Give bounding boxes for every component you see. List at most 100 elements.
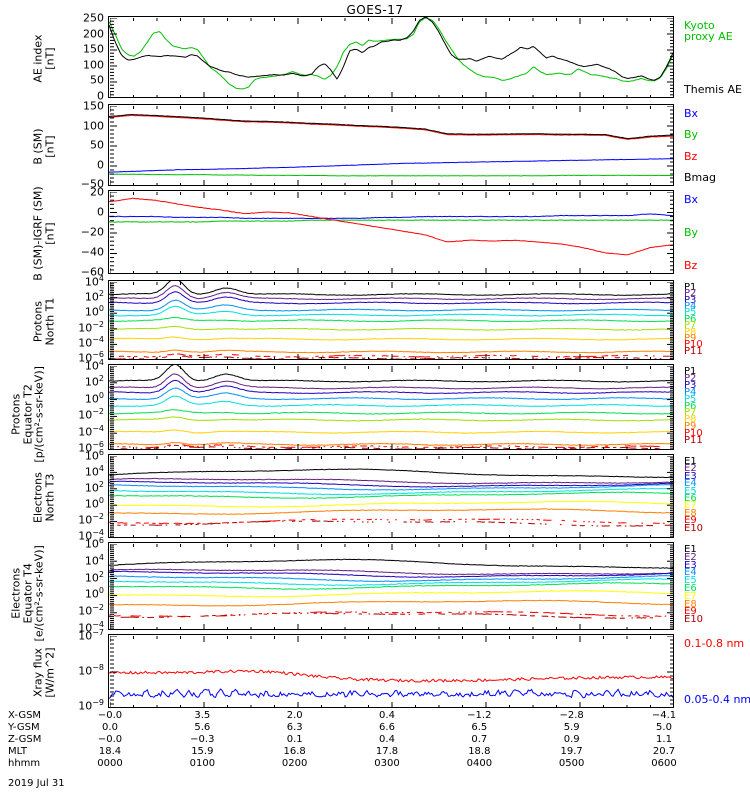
x-axis-tick-value: 0200 <box>281 758 308 769</box>
x-axis-row-hhmm: hhmm 0000 0100 0200 0300 0400 0500 0600 <box>0 758 750 770</box>
data-trace <box>109 115 673 139</box>
data-trace <box>587 448 595 449</box>
data-trace <box>162 356 167 357</box>
plot-panel-xray-flux <box>108 634 674 708</box>
trace-canvas <box>109 365 673 449</box>
plot-panel-ae-index <box>108 16 674 98</box>
data-trace <box>515 446 520 447</box>
y-tick-label: 0 <box>97 205 104 219</box>
data-trace <box>164 447 166 448</box>
data-trace <box>462 447 480 448</box>
y-tick-labels-b-sm: 150 100 50 0 −50 <box>0 101 104 190</box>
y-tick-label: 104 <box>84 273 104 289</box>
y-tick-label: 10−6 <box>78 439 104 455</box>
y-tick-label: 100 <box>84 304 104 319</box>
y-tick-label: 10−4 <box>78 423 104 439</box>
data-trace <box>640 446 660 447</box>
x-axis-row-x-gsm: X-GSM −0.0 3.5 2.0 0.4 −1.2 −2.8 −4.1 <box>0 710 750 722</box>
legend-item-p2: P2 <box>684 288 697 300</box>
y-tick-label: 50 <box>90 138 104 152</box>
x-axis-row-mlt: MLT 18.4 15.9 16.8 17.8 18.8 19.7 20.7 <box>0 746 750 758</box>
y-tick-label: 10−2 <box>78 603 104 618</box>
data-trace <box>109 591 673 597</box>
date-label: 2019 Jul 31 <box>8 778 65 789</box>
y-tick-label: 10−4 <box>78 619 104 635</box>
plot-panel-protons-north-t1 <box>108 280 674 360</box>
legend-item-0-1-0-8-nm: 0.1-0.8 nm <box>684 637 745 650</box>
legend-item-bmag: Bmag <box>684 171 716 184</box>
y-tick-label: 102 <box>84 569 104 585</box>
data-trace <box>345 447 355 448</box>
data-trace <box>570 617 592 618</box>
y-tick-label: 100 <box>83 58 104 72</box>
y-tick-labels-xray-flux: 10−7 10−8 10−9 <box>0 628 104 711</box>
data-trace <box>109 396 673 406</box>
legend-item-e5: E5 <box>684 485 697 497</box>
data-trace <box>109 220 673 222</box>
y-tick-label: −60 <box>80 265 104 279</box>
x-axis-tick-value: 2.0 <box>286 710 303 721</box>
data-trace <box>580 447 585 448</box>
legend-item-p3: P3 <box>684 379 697 391</box>
x-axis-tick-value: 0.1 <box>286 734 303 745</box>
data-trace <box>250 521 270 522</box>
legend-item-p4: P4 <box>684 386 697 398</box>
data-trace <box>232 354 239 355</box>
x-axis-tick-value: 5.0 <box>656 722 672 733</box>
trace-canvas <box>109 191 673 273</box>
y-tick-label: 50 <box>90 73 104 87</box>
legend-item-p6: P6 <box>684 400 697 412</box>
legend-item-p4: P4 <box>684 301 697 313</box>
data-trace <box>109 579 673 586</box>
trace-canvas <box>109 281 673 359</box>
data-trace <box>538 447 548 448</box>
plot-panel-b-sm <box>108 104 674 186</box>
legend-item-p5: P5 <box>684 307 697 319</box>
y-tick-label: 106 <box>84 447 104 463</box>
data-trace <box>177 354 185 355</box>
x-axis-tick-value: 15.9 <box>191 746 214 757</box>
y-tick-label: −50 <box>80 177 104 191</box>
y-tick-label: 100 <box>84 495 104 511</box>
data-trace <box>655 616 662 617</box>
data-trace <box>435 612 442 613</box>
x-axis-tick-value: 0.0 <box>102 722 118 733</box>
data-trace <box>362 448 369 449</box>
x-axis-tick-value: −2.8 <box>559 710 584 721</box>
y-tick-label: 0 <box>97 89 104 103</box>
data-trace <box>109 326 673 330</box>
legend-item-p8: P8 <box>684 326 697 338</box>
plot-panel-protons-equator-t2 <box>108 364 674 450</box>
data-trace <box>109 300 673 311</box>
data-trace <box>109 198 673 255</box>
data-trace <box>455 447 462 448</box>
legend-item-kyoto-proxy-ae: Kyoto proxy AE <box>684 19 733 43</box>
y-tick-label: 100 <box>83 119 104 132</box>
data-trace <box>167 354 174 355</box>
legend-item-p5: P5 <box>684 393 697 405</box>
data-trace <box>109 292 673 304</box>
x-axis-tick-value: −0.3 <box>190 734 215 745</box>
legend-item-p2: P2 <box>684 372 697 384</box>
y-tick-label: 104 <box>84 552 104 568</box>
legend-item-e5: E5 <box>684 575 697 587</box>
data-trace <box>611 355 618 356</box>
legend-item-p11: P11 <box>684 345 703 357</box>
data-trace <box>262 447 265 448</box>
data-trace <box>109 306 673 316</box>
y-tick-label: 10−9 <box>78 697 104 713</box>
x-axis-tick-value: 0300 <box>374 758 400 769</box>
data-trace <box>292 521 295 522</box>
y-tick-label: 20 <box>90 185 104 199</box>
data-trace <box>109 374 673 389</box>
legend-item-p10: P10 <box>684 428 703 440</box>
y-tick-labels-protons-equator-t2: 104 102 100 10−2 10−4 10−6 <box>0 358 104 453</box>
y-tick-label: 10−2 <box>78 407 104 422</box>
data-trace <box>109 115 673 139</box>
y-tick-label: 102 <box>84 479 104 495</box>
trace-canvas <box>109 17 673 97</box>
data-trace <box>374 448 381 449</box>
data-trace <box>641 448 648 449</box>
x-axis-tick-value: 0.7 <box>471 734 488 745</box>
trace-canvas <box>109 635 673 707</box>
